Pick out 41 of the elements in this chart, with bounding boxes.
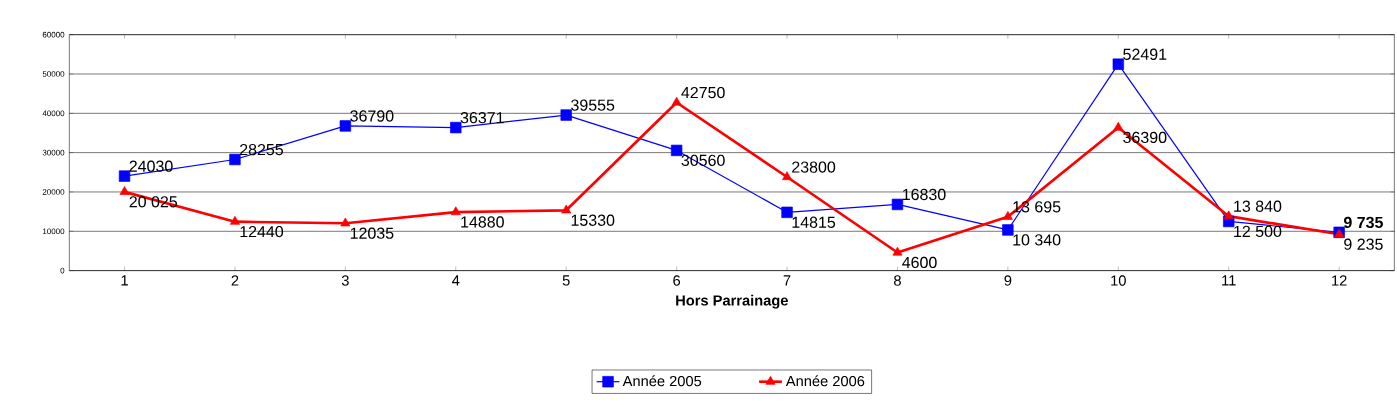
data-label: 39555: [571, 99, 615, 111]
x-tick-label: 10: [1111, 275, 1126, 286]
x-tick-label: 8: [894, 275, 901, 286]
x-tick-label: 11: [1222, 275, 1236, 286]
y-tick-label: 60000: [42, 31, 65, 38]
data-label: 16830: [902, 188, 946, 201]
x-tick-label: 7: [783, 275, 791, 286]
data-label: 23800: [792, 161, 836, 173]
data-label: 36790: [350, 110, 394, 122]
data-label: 24030: [129, 160, 173, 172]
data-label: 9 235: [1344, 238, 1383, 250]
x-tick-label: 4: [452, 275, 460, 286]
x-tick-label: 12: [1332, 275, 1347, 286]
data-label: 10 340: [1013, 234, 1061, 246]
data-label: 13 840: [1234, 200, 1282, 212]
x-tick-label: 1: [121, 275, 128, 286]
y-tick-label: 0: [60, 267, 65, 274]
x-tick-label: 6: [673, 275, 681, 286]
x-tick-label: 5: [562, 275, 570, 286]
data-label: 14815: [792, 216, 836, 228]
data-label: 4600: [902, 256, 937, 269]
data-label: 12035: [350, 227, 394, 239]
x-tick-label: 2: [231, 275, 239, 286]
data-label: 12440: [240, 226, 284, 238]
data-label: 15330: [571, 214, 615, 226]
data-label: 52491: [1123, 48, 1167, 60]
data-label: 42750: [681, 86, 725, 99]
x-axis-title: Hors Parrainage: [676, 294, 788, 309]
x-tick-label: 3: [341, 275, 349, 286]
legend-label: Année 2006: [785, 375, 865, 387]
y-tick-label: 20000: [42, 189, 65, 195]
y-tick-label: 50000: [42, 71, 65, 77]
y-tick-label: 30000: [42, 149, 65, 156]
x-tick-label: 9: [1004, 275, 1012, 286]
legend-label: Année 2005: [622, 375, 702, 387]
y-tick-label: 10000: [42, 228, 65, 235]
y-tick-label: 40000: [42, 110, 65, 117]
data-label: 14880: [461, 216, 504, 228]
data-label: 12 500: [1234, 225, 1282, 238]
data-label: 36371: [460, 112, 504, 124]
data-label: 9 735: [1343, 216, 1383, 229]
